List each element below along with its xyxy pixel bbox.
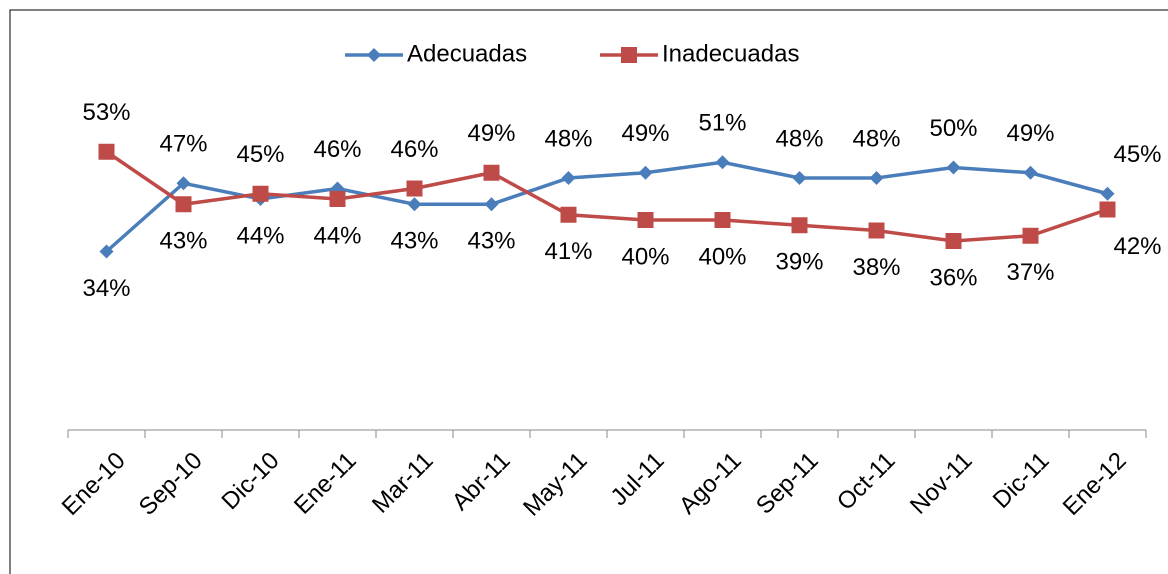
point (99, 244, 114, 259)
data-label: 45% (236, 141, 284, 168)
point (407, 197, 422, 212)
x-tick-label: Dic-10 (216, 447, 284, 515)
data-label: 45% (1113, 141, 1161, 168)
point (791, 217, 808, 234)
data-label: 49% (1006, 120, 1054, 147)
legend-marker (621, 47, 637, 63)
data-label: 53% (82, 99, 130, 126)
x-tick-label: Ago-11 (674, 447, 747, 520)
data-label: 44% (236, 222, 284, 249)
x-tick-label: Dic-11 (988, 447, 1055, 514)
x-tick-label: Ene-10 (57, 447, 131, 521)
point (1022, 227, 1039, 244)
legend-label: Adecuadas (407, 40, 527, 67)
data-label: 41% (544, 238, 592, 265)
point (1099, 201, 1116, 218)
point (638, 165, 653, 180)
data-label: 38% (852, 254, 900, 281)
data-label: 46% (390, 136, 438, 163)
data-label: 47% (159, 131, 207, 158)
data-label: 36% (929, 264, 977, 291)
data-label: 49% (621, 120, 669, 147)
point (329, 191, 346, 207)
data-label: 43% (159, 228, 207, 255)
point (483, 164, 500, 181)
x-tick-label: Mar-11 (367, 447, 439, 519)
x-tick-label: Nov-11 (905, 447, 978, 520)
point (406, 180, 423, 197)
legend-label: Inadecuadas (662, 40, 799, 67)
point (869, 171, 884, 185)
point (792, 171, 807, 185)
data-label: 50% (929, 115, 977, 142)
chart-frame (9, 9, 1168, 574)
series-line (105, 160, 1108, 253)
point (1100, 186, 1115, 201)
point (1023, 165, 1038, 180)
legend-marker (367, 48, 381, 62)
x-tick-label: May-11 (518, 447, 592, 521)
point (637, 212, 654, 228)
point (868, 222, 885, 239)
series-line (105, 150, 1109, 243)
x-tick-label: Oct-11 (832, 447, 901, 516)
point (484, 197, 499, 212)
data-label: 46% (313, 136, 361, 163)
data-label: 40% (621, 243, 669, 270)
point (176, 176, 191, 191)
data-label: 37% (1006, 259, 1054, 286)
data-label: 34% (82, 275, 130, 302)
point (561, 171, 576, 185)
data-label: 39% (775, 249, 823, 276)
x-tick-label: Ene-12 (1058, 447, 1132, 521)
data-label: 48% (852, 125, 900, 152)
point (945, 233, 962, 249)
data-label: 48% (775, 125, 823, 152)
point (714, 212, 731, 228)
data-label: 49% (467, 120, 515, 147)
data-label: 43% (390, 228, 438, 255)
data-label: 51% (698, 110, 746, 137)
point (175, 196, 192, 213)
x-tick-label: Sep-11 (751, 447, 824, 520)
point (946, 160, 961, 175)
data-label: 40% (698, 243, 746, 270)
data-label: 42% (1113, 233, 1161, 260)
point (715, 155, 730, 170)
x-tick-label: Sep-10 (134, 447, 208, 521)
x-tick-label: Abr-11 (447, 447, 516, 516)
data-label: 44% (313, 222, 361, 249)
point (98, 143, 115, 160)
data-label: 48% (544, 125, 592, 152)
x-tick-label: Jul-11 (606, 447, 670, 511)
x-tick-label: Ene-11 (289, 447, 362, 520)
point (560, 206, 577, 223)
point (252, 185, 269, 202)
data-label: 43% (467, 228, 515, 255)
